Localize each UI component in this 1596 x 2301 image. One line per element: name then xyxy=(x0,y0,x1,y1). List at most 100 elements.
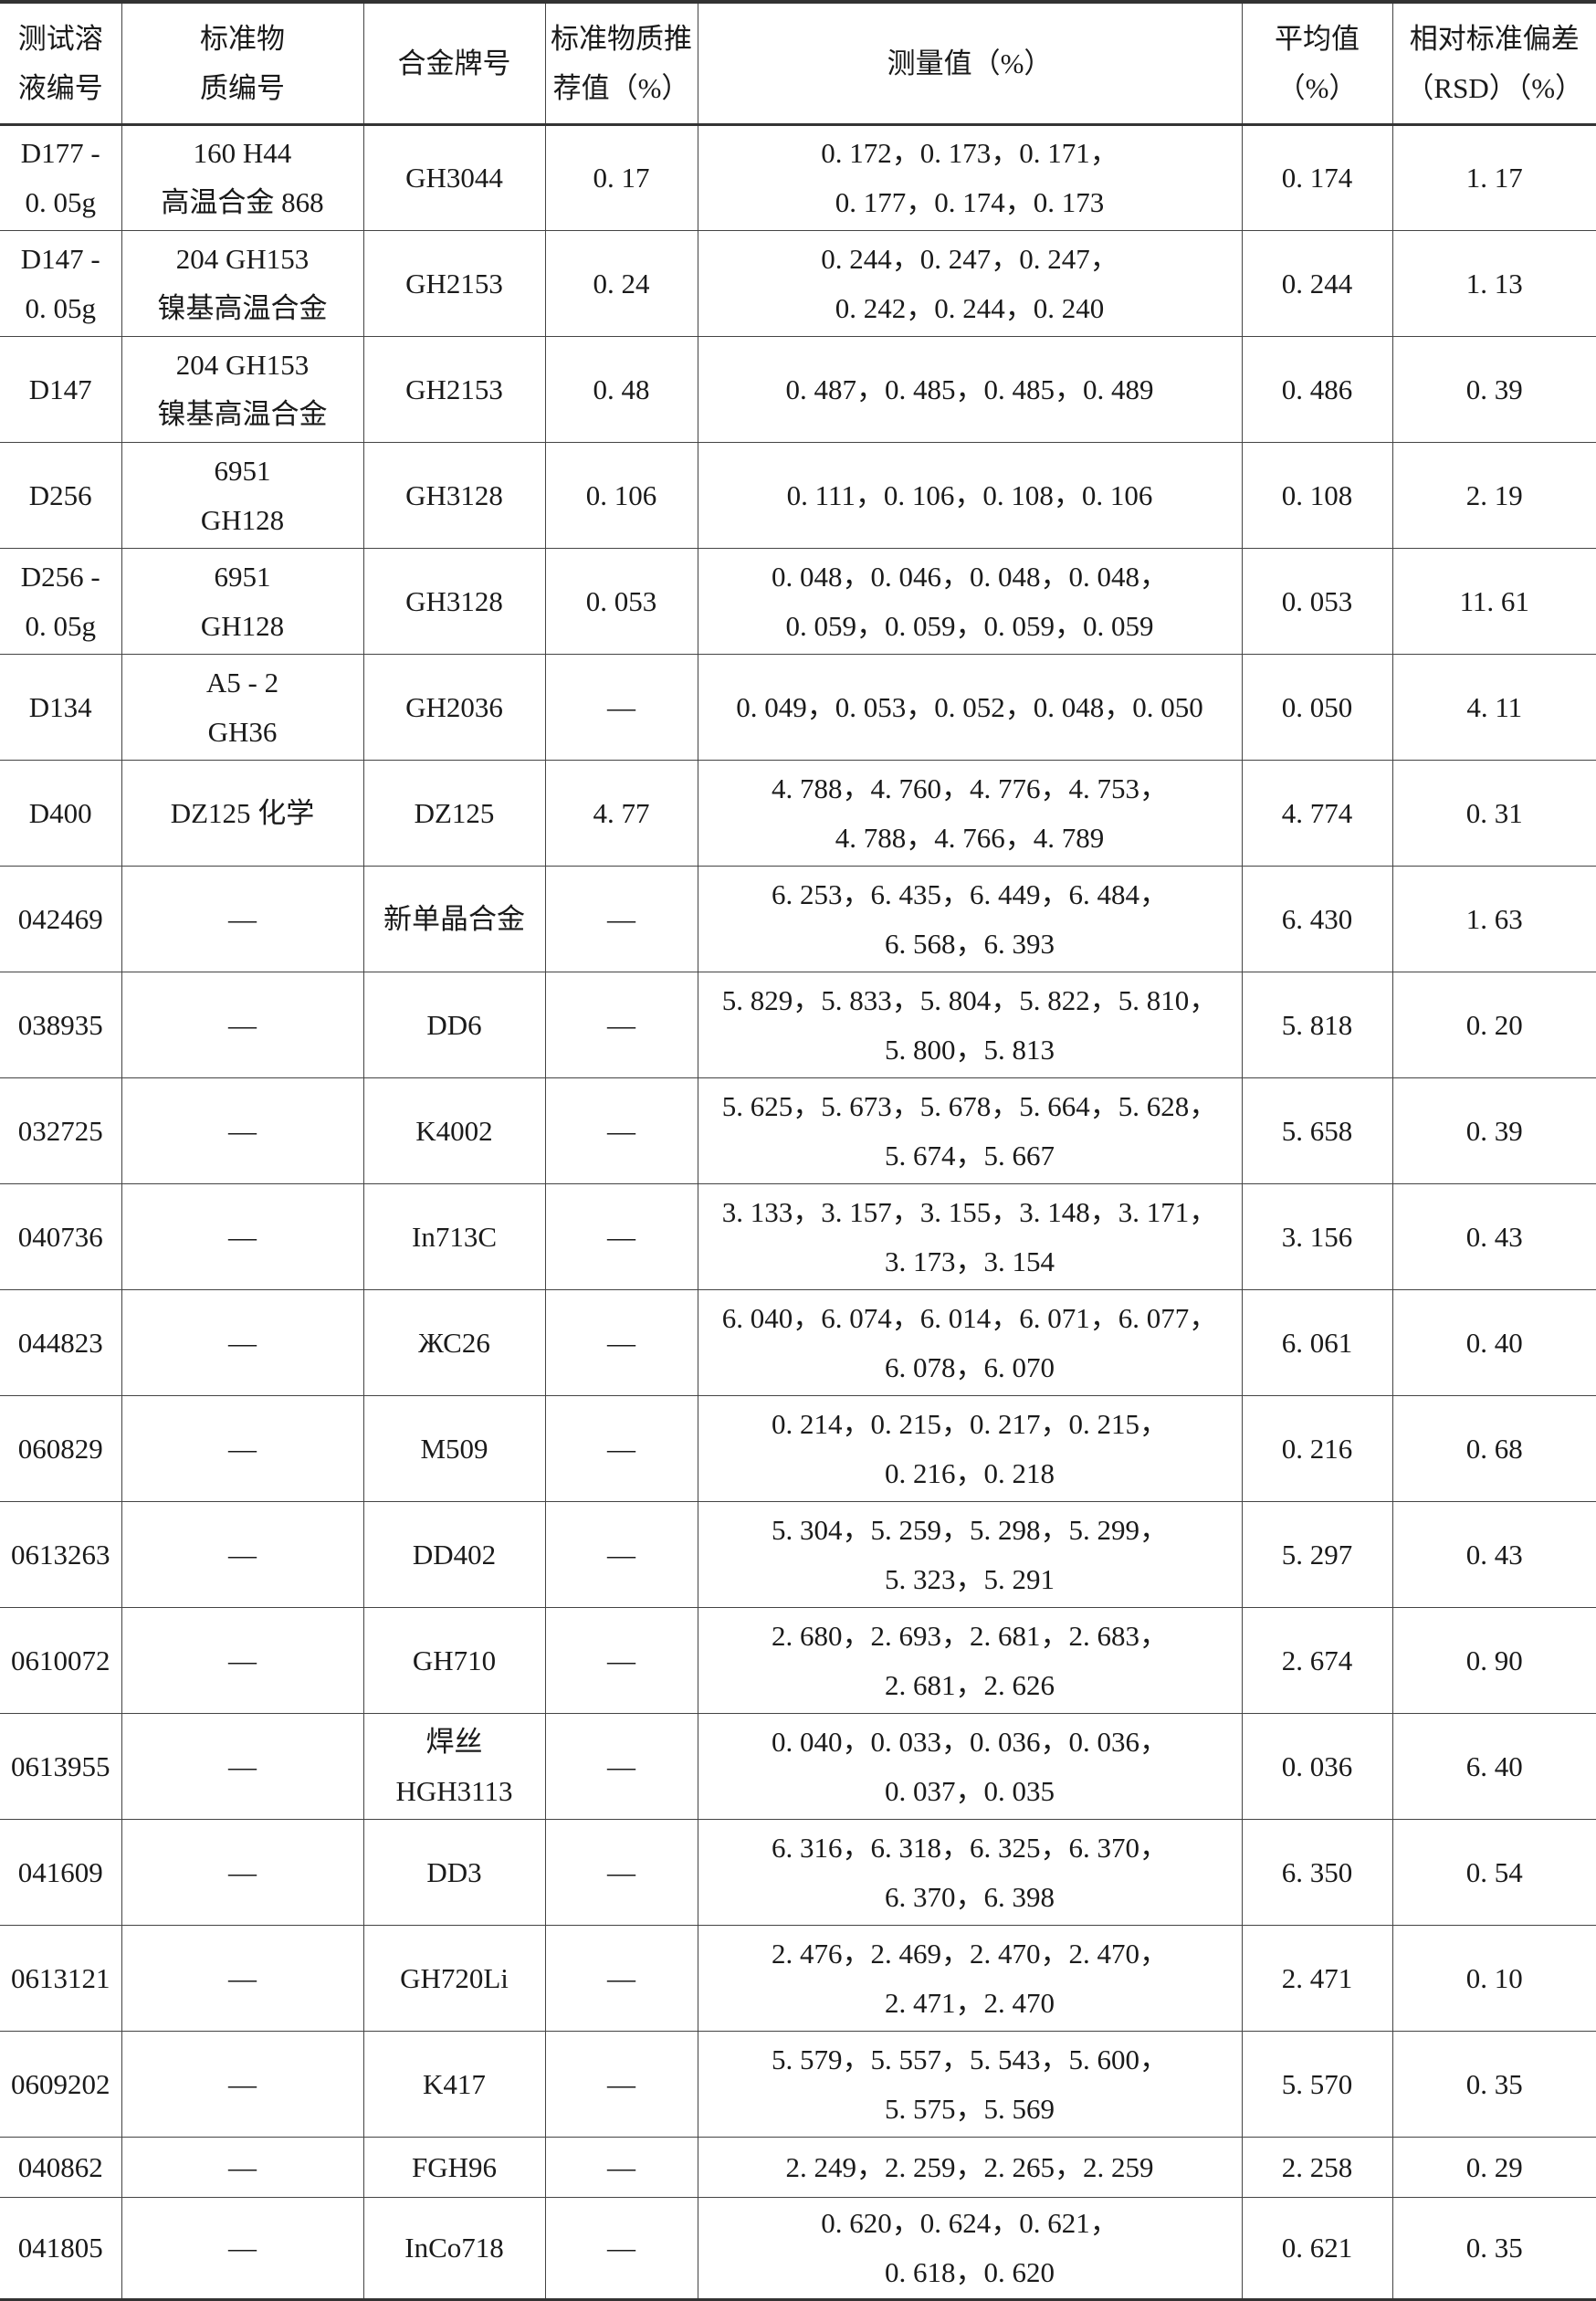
cell-average: 0. 244 xyxy=(1241,230,1393,337)
cell-average: 2. 258 xyxy=(1241,2137,1393,2198)
cell-solution-id: 060829 xyxy=(0,1395,122,1502)
cell-measured-values: 5. 829，5. 833，5. 804，5. 822，5. 810， 5. 80… xyxy=(697,972,1243,1078)
header-text: 平均值 xyxy=(1275,22,1360,55)
cell-measured-values: 2. 680，2. 693，2. 681，2. 683， 2. 681，2. 62… xyxy=(697,1607,1243,1714)
cell-average: 5. 297 xyxy=(1241,1501,1393,1608)
cell-alloy-grade: GH3044 xyxy=(362,124,546,231)
cell-average: 4. 774 xyxy=(1241,760,1393,867)
table-row: 040736— In713C —3. 133，3. 157，3. 155，3. 14… xyxy=(0,1183,1596,1290)
cell-measured-values-line: 0. 242，0. 244，0. 240 xyxy=(835,291,1105,324)
cell-alloy-grade-line: M509 xyxy=(420,1432,488,1465)
table-row: 032725— K4002—5. 625，5. 673，5. 678，5. 664… xyxy=(0,1077,1596,1184)
cell-reference-id-line: — xyxy=(228,1961,257,1994)
cell-average: 2. 674 xyxy=(1241,1607,1393,1714)
cell-reference-id-line: A5 - 2 xyxy=(205,666,279,699)
cell-measured-values-line: 5. 625，5. 673，5. 678，5. 664，5. 628， xyxy=(721,1089,1218,1122)
cell-measured-values-line: 5. 579，5. 557，5. 543，5. 600， xyxy=(772,2043,1168,2075)
cell-measured-values-line: 0. 487，0. 485，0. 485，0. 489 xyxy=(785,373,1154,405)
table-body: D177 -0. 05g 160 H44 高温合金 868 GH3044 0. 17 0.… xyxy=(0,124,1596,2300)
table-row: D177 -0. 05g 160 H44 高温合金 868 GH3044 0. 17 0.… xyxy=(0,124,1596,231)
cell-reference-id: 6951 GH128 xyxy=(121,548,364,655)
header-text: 合金牌号 xyxy=(397,47,511,79)
cell-alloy-grade: In713C xyxy=(362,1183,546,1290)
cell-reference-id-line: 160 H44 xyxy=(193,137,292,169)
cell-solution-id: 041609 xyxy=(0,1819,122,1926)
cell-measured-values: 5. 304，5. 259，5. 298，5. 299， 5. 323，5. 29… xyxy=(697,1501,1243,1608)
cell-solution-id: 0609202 xyxy=(0,2031,122,2138)
cell-rsd: 0. 40 xyxy=(1391,1289,1596,1396)
cell-reference-id: A5 - 2 GH36 xyxy=(121,654,364,761)
cell-reference-id-line: GH128 xyxy=(200,503,285,536)
cell-alloy-grade-line: DZ125 xyxy=(414,796,495,829)
cell-measured-values-line: 4. 788，4. 760，4. 776，4. 753， xyxy=(772,772,1168,804)
cell-rsd: 0. 43 xyxy=(1391,1183,1596,1290)
cell-solution-id: D400 xyxy=(0,760,122,867)
cell-alloy-grade-line: 新单晶合金 xyxy=(383,902,525,935)
header-text: 质编号 xyxy=(200,71,285,104)
cell-alloy-grade: GH3128 xyxy=(362,442,546,549)
cell-alloy-grade: FGH96 xyxy=(362,2137,546,2198)
cell-average: 3. 156 xyxy=(1241,1183,1393,1290)
cell-solution-id-line: 0609202 xyxy=(11,2067,110,2100)
cell-alloy-grade: GH720Li xyxy=(362,1925,546,2032)
cell-solution-id: 038935 xyxy=(0,972,122,1078)
cell-alloy-grade-line: K4002 xyxy=(415,1114,493,1147)
header-row: 测试溶 液编号 标准物 质编号 合金牌号 标准物质推 荐值（%） 测量值（%） 平均值 （%） 相对… xyxy=(0,1,1596,126)
cell-alloy-grade: K417 xyxy=(362,2031,546,2138)
cell-reference-id-line: — xyxy=(228,1538,257,1571)
cell-rsd: 1. 13 xyxy=(1391,230,1596,337)
cell-alloy-grade: InCo718 xyxy=(362,2197,546,2300)
cell-alloy-grade-line: GH3128 xyxy=(405,584,503,617)
cell-reference-id: — xyxy=(121,1925,364,2032)
cell-measured-values: 0. 244，0. 247，0. 247， 0. 242，0. 244，0. 24… xyxy=(697,230,1243,337)
cell-measured-values-line: 0. 177，0. 174，0. 173 xyxy=(835,186,1105,218)
cell-solution-id-line: 0610072 xyxy=(11,1644,110,1676)
cell-reference-id-line: GH128 xyxy=(200,609,285,642)
cell-measured-values-line: 4. 788，4. 766，4. 789 xyxy=(835,821,1105,854)
cell-solution-id: D256 - 0. 05g xyxy=(0,548,122,655)
cell-reference-id: — xyxy=(121,1183,364,1290)
table-row: 038935— DD6—5. 829，5. 833，5. 804，5. 822，5… xyxy=(0,972,1596,1078)
cell-alloy-grade: GH710 xyxy=(362,1607,546,1714)
cell-solution-id: 040736 xyxy=(0,1183,122,1290)
cell-alloy-grade: DD6 xyxy=(362,972,546,1078)
cell-average: 0. 108 xyxy=(1241,442,1393,549)
cell-solution-id-line: 042469 xyxy=(17,902,103,935)
cell-reference-id-line: GH36 xyxy=(207,715,278,748)
cell-rsd: 0. 35 xyxy=(1391,2197,1596,2300)
cell-reference-id: — xyxy=(121,1501,364,1608)
cell-reference-id-line: — xyxy=(228,1749,257,1782)
cell-reference-id: — xyxy=(121,2137,364,2198)
cell-recommended-value: — xyxy=(544,1501,698,1608)
cell-solution-id: D177 - 0. 05g xyxy=(0,124,122,231)
cell-alloy-grade: GH2153 xyxy=(362,230,546,337)
cell-solution-id-line: D134 xyxy=(28,690,92,723)
cell-reference-id: — xyxy=(121,1395,364,1502)
table-row: D147 -0. 05g 204 GH153 镍基高温合金 GH2153 0. 24 0.… xyxy=(0,230,1596,337)
cell-rsd: 0. 43 xyxy=(1391,1501,1596,1608)
cell-solution-id-line: 0613955 xyxy=(11,1749,110,1782)
cell-recommended-value: — xyxy=(544,866,698,972)
cell-recommended-value: — xyxy=(544,1819,698,1926)
cell-rsd: 0. 90 xyxy=(1391,1607,1596,1714)
cell-average: 0. 050 xyxy=(1241,654,1393,761)
cell-measured-values: 3. 133，3. 157，3. 155，3. 148，3. 171， 3. 17… xyxy=(697,1183,1243,1290)
cell-measured-values-line: 5. 829，5. 833，5. 804，5. 822，5. 810， xyxy=(721,983,1218,1016)
cell-solution-id-line: 0. 05g xyxy=(25,291,97,324)
cell-alloy-grade: GH2036 xyxy=(362,654,546,761)
cell-alloy-grade-line: GH2153 xyxy=(405,267,503,299)
cell-alloy-grade-line: GH3128 xyxy=(405,478,503,511)
cell-solution-id: D147 xyxy=(0,336,122,443)
cell-rsd: 0. 29 xyxy=(1391,2137,1596,2198)
cell-reference-id-line: — xyxy=(228,1855,257,1888)
cell-alloy-grade: GH2153 xyxy=(362,336,546,443)
cell-reference-id: 160 H44 高温合金 868 xyxy=(121,124,364,231)
cell-alloy-grade-line: 焊丝 xyxy=(425,1725,483,1758)
cell-reference-id-line: — xyxy=(228,1432,257,1465)
table-row: 0613121— GH720Li —2. 476，2. 469，2. 470，2. … xyxy=(0,1925,1596,2032)
cell-alloy-grade-line: DD402 xyxy=(412,1538,497,1571)
cell-measured-values: 5. 579，5. 557，5. 543，5. 600， 5. 575，5. 56… xyxy=(697,2031,1243,2138)
cell-solution-id-line: D147 xyxy=(28,373,92,405)
cell-measured-values-line: 0. 048，0. 046，0. 048，0. 048， xyxy=(772,560,1168,593)
cell-measured-values: 5. 625，5. 673，5. 678，5. 664，5. 628， 5. 67… xyxy=(697,1077,1243,1184)
